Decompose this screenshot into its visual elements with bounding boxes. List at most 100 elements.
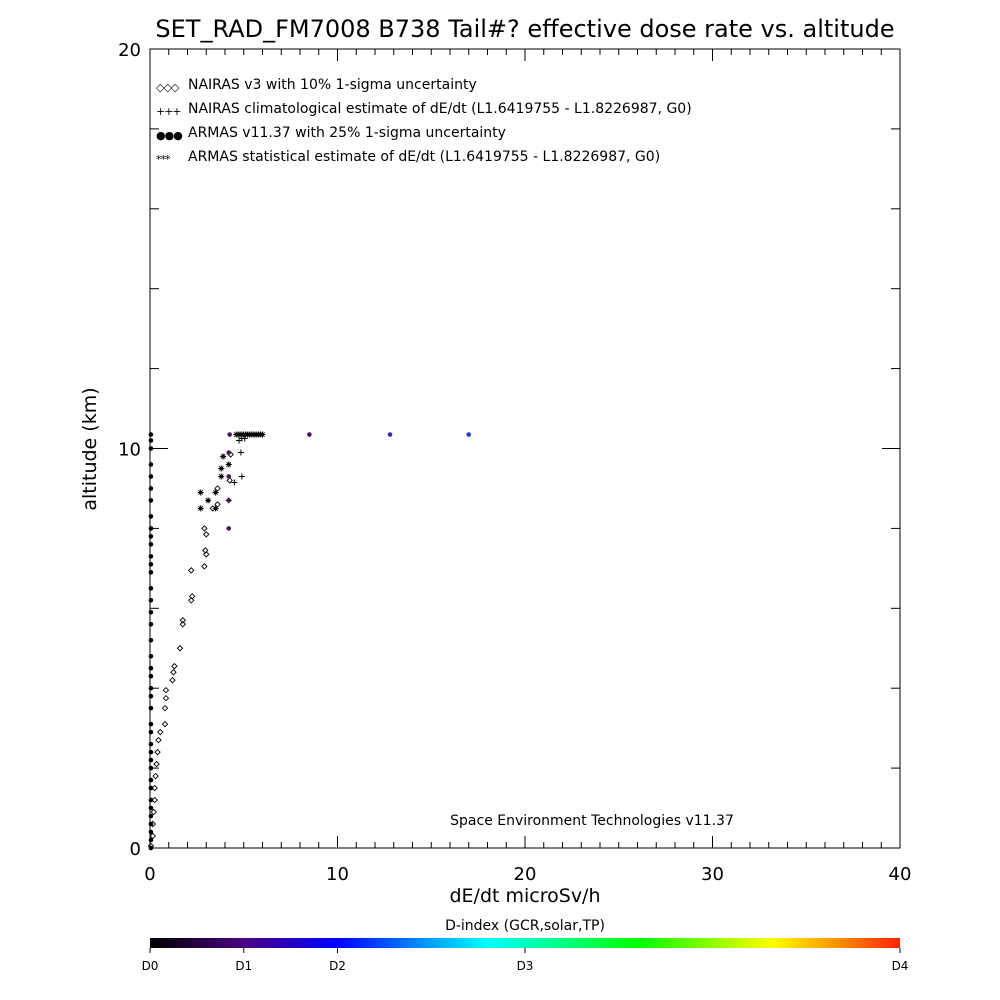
armas-point	[226, 498, 232, 503]
colorbar-tick-label: D3	[517, 959, 534, 973]
x-tick-label: 10	[326, 864, 349, 885]
armas-point	[148, 474, 154, 479]
nairas-point	[161, 720, 169, 728]
nairas-point	[179, 621, 187, 628]
armas-point	[148, 813, 154, 819]
nairas-point	[176, 645, 184, 652]
armas-point	[148, 438, 154, 443]
armas-point	[148, 486, 154, 491]
x-axis-label: dE/dt microSv/h	[449, 885, 600, 907]
armas-point	[148, 542, 154, 547]
armas-point	[227, 432, 232, 437]
armas-statistical-point	[259, 431, 266, 438]
nairas-point	[152, 772, 159, 780]
armas-point	[148, 534, 154, 539]
nairas-point	[149, 832, 157, 840]
nairas-point	[226, 477, 233, 484]
armas-point	[148, 665, 154, 671]
colorbar-ticks: D0 D1 D2 D3 D4	[142, 948, 909, 973]
armas-point	[148, 721, 154, 727]
armas-point	[148, 462, 154, 467]
armas-point	[307, 432, 312, 437]
armas-point	[148, 562, 154, 567]
nairas-point	[162, 686, 170, 694]
x-tick-label: 40	[889, 864, 912, 885]
armas-point	[148, 637, 154, 643]
armas-point	[148, 570, 154, 575]
armas-point	[226, 526, 232, 531]
armas-point	[148, 805, 154, 811]
axis-ticks	[150, 49, 900, 848]
nairas-point	[169, 676, 176, 684]
legend-marker: +++	[156, 105, 181, 118]
tick-labels: 0 10 20 30 40 0 10 20	[118, 40, 911, 885]
armas-statistical-point	[212, 505, 219, 512]
nairas-point	[161, 704, 169, 712]
nairas-climatology-point	[237, 449, 244, 456]
legend-label: NAIRAS v3 with 10% 1-sigma uncertainty	[188, 77, 477, 93]
plot-frame	[149, 48, 901, 849]
armas-statistical-point	[218, 465, 225, 472]
armas-point	[148, 446, 154, 451]
nairas-climatology-point	[238, 473, 245, 480]
colorbar-tick-label: D4	[892, 959, 909, 973]
x-tick-label: 20	[514, 864, 537, 885]
armas-statistical-point	[225, 461, 232, 468]
armas-point	[148, 621, 154, 627]
armas-point	[148, 741, 154, 747]
legend: ◇◇◇ NAIRAS v3 with 10% 1-sigma uncertaint…	[156, 77, 692, 166]
legend-marker: ***	[156, 153, 171, 166]
nairas-point	[157, 728, 164, 736]
armas-point	[148, 673, 154, 679]
nairas-point	[202, 547, 209, 554]
armas-point	[226, 474, 232, 479]
armas-point	[148, 757, 154, 763]
x-tick-label: 30	[701, 864, 724, 885]
nairas-point	[153, 760, 160, 768]
nairas-point	[171, 662, 178, 670]
armas-point	[148, 765, 154, 771]
armas-point	[148, 797, 154, 803]
armas-point	[148, 837, 154, 843]
colorbar	[150, 938, 900, 948]
armas-point	[148, 526, 154, 531]
armas-point	[148, 749, 154, 755]
armas-point	[387, 432, 393, 437]
armas-statistical-point	[197, 505, 204, 512]
y-tick-label: 20	[118, 40, 141, 61]
legend-marker: ●●●	[156, 129, 182, 142]
armas-statistical-point	[205, 497, 212, 504]
nairas-climatology-point	[231, 479, 238, 486]
credit-text: Space Environment Technologies v11.37	[450, 813, 734, 829]
armas-point	[148, 432, 154, 437]
nairas-point	[188, 593, 196, 600]
nairas-point	[201, 563, 208, 570]
colorbar-tick-label: D2	[329, 959, 346, 973]
nairas-climatology-point	[241, 435, 248, 442]
nairas-point	[203, 551, 210, 558]
x-tick-label: 0	[144, 864, 155, 885]
armas-point	[466, 432, 472, 437]
nairas-point	[155, 736, 162, 744]
armas-point	[148, 554, 154, 559]
colorbar-tick-label: D1	[235, 959, 252, 973]
nairas-point	[154, 748, 161, 756]
armas-point	[148, 785, 154, 791]
armas-point	[148, 729, 154, 735]
armas-point	[148, 685, 154, 691]
nairas-point	[188, 597, 195, 604]
armas-statistical-point	[220, 453, 227, 460]
armas-point	[148, 514, 154, 519]
legend-marker: ◇◇◇	[156, 81, 180, 94]
y-tick-label: 0	[130, 839, 141, 860]
legend-label: ARMAS statistical estimate of dE/dt (L1.…	[188, 149, 660, 165]
nairas-point	[201, 525, 208, 532]
armas-point	[148, 845, 154, 851]
armas-point	[148, 609, 154, 615]
nairas-point	[150, 808, 157, 816]
armas-point	[148, 705, 154, 711]
colorbar-title: D-index (GCR,solar,TP)	[445, 918, 605, 934]
colorbar-tick-label: D0	[142, 959, 159, 973]
nairas-point	[188, 567, 195, 574]
